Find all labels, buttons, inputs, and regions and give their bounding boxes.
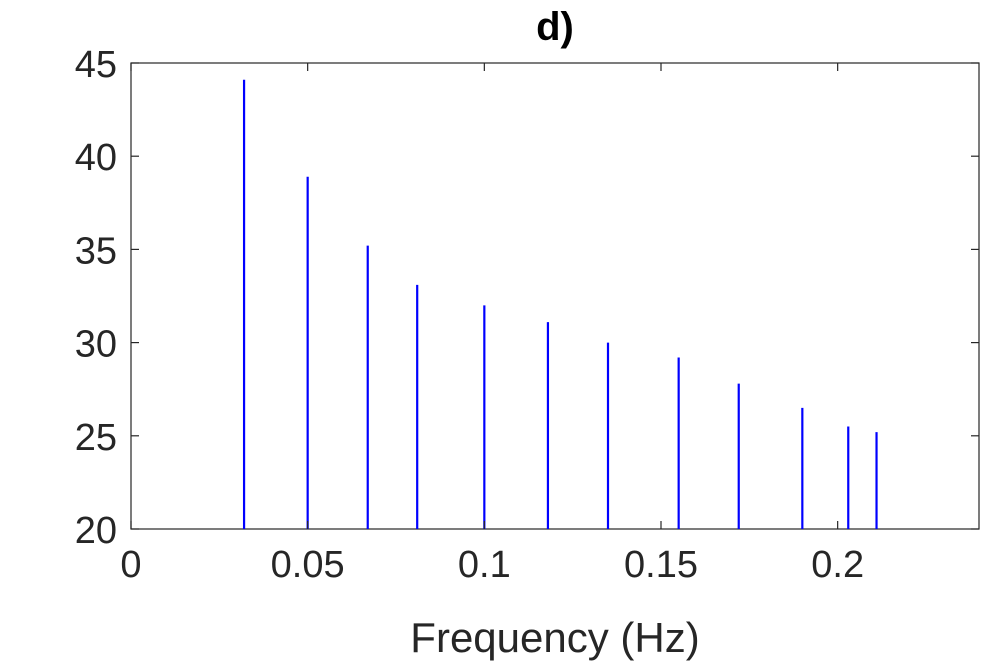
x-axis-label: Frequency (Hz) (410, 614, 699, 661)
stems-group (242, 79, 878, 529)
y-ticks-group: 20 25 30 35 40 45 (75, 44, 979, 552)
y-tick-label: 35 (75, 230, 117, 272)
x-tick-label: 0.1 (458, 544, 511, 586)
y-tick-label: 25 (75, 417, 117, 459)
y-tick-label: 45 (75, 44, 117, 86)
y-tick-label: 40 (75, 137, 117, 179)
x-tick-label: 0.2 (811, 544, 864, 586)
x-tick-label: 0.05 (271, 544, 345, 586)
x-tick-label: 0 (120, 544, 141, 586)
chart-title: d) (536, 5, 574, 49)
y-tick-label: 30 (75, 324, 117, 366)
x-ticks-group: 0 0.05 0.1 0.15 0.2 (120, 63, 864, 586)
x-tick-label: 0.15 (624, 544, 698, 586)
y-tick-label: 20 (75, 510, 117, 552)
plot-area (130, 62, 980, 530)
